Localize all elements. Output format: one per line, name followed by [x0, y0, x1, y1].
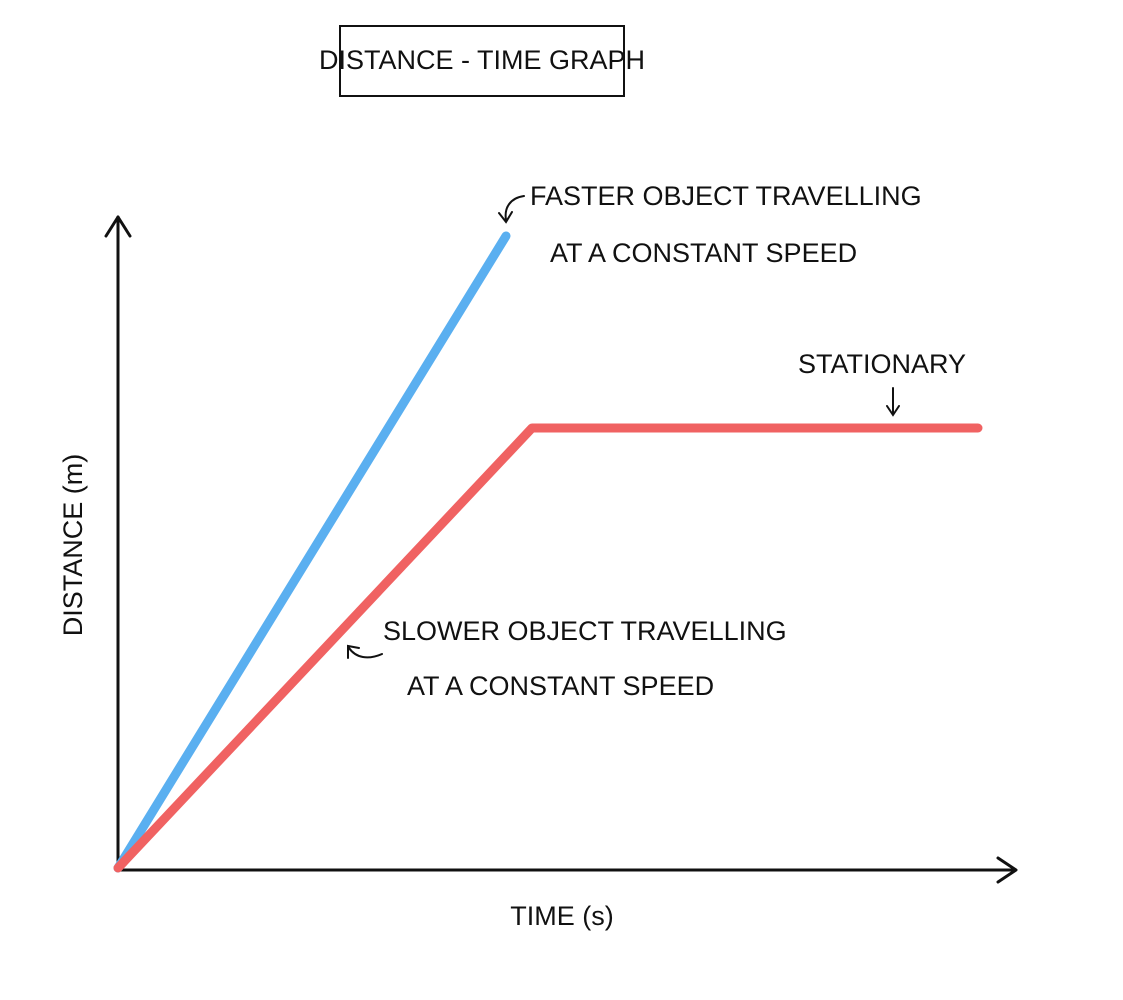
faster-annotation: AT A CONSTANT SPEED [550, 238, 857, 268]
slower-pointer [347, 644, 383, 659]
y-axis-label: DISTANCE (m) [58, 454, 88, 637]
slower-annotation: AT A CONSTANT SPEED [407, 671, 714, 701]
stationary-pointer [886, 387, 900, 417]
x-axis-label: TIME (s) [510, 901, 613, 931]
title: DISTANCE - TIME GRAPH [319, 45, 645, 75]
title-box [339, 25, 625, 97]
slower-annotation: SLOWER OBJECT TRAVELLING [383, 616, 787, 646]
stationary-annotation: STATIONARY [798, 349, 966, 379]
slower-line [113, 423, 983, 873]
faster-annotation: FASTER OBJECT TRAVELLING [530, 181, 922, 211]
y-axis-arrow [104, 215, 132, 238]
axes [104, 215, 1018, 884]
faster-line [113, 231, 511, 873]
faster-pointer [498, 195, 525, 224]
x-axis-arrow [996, 856, 1018, 884]
